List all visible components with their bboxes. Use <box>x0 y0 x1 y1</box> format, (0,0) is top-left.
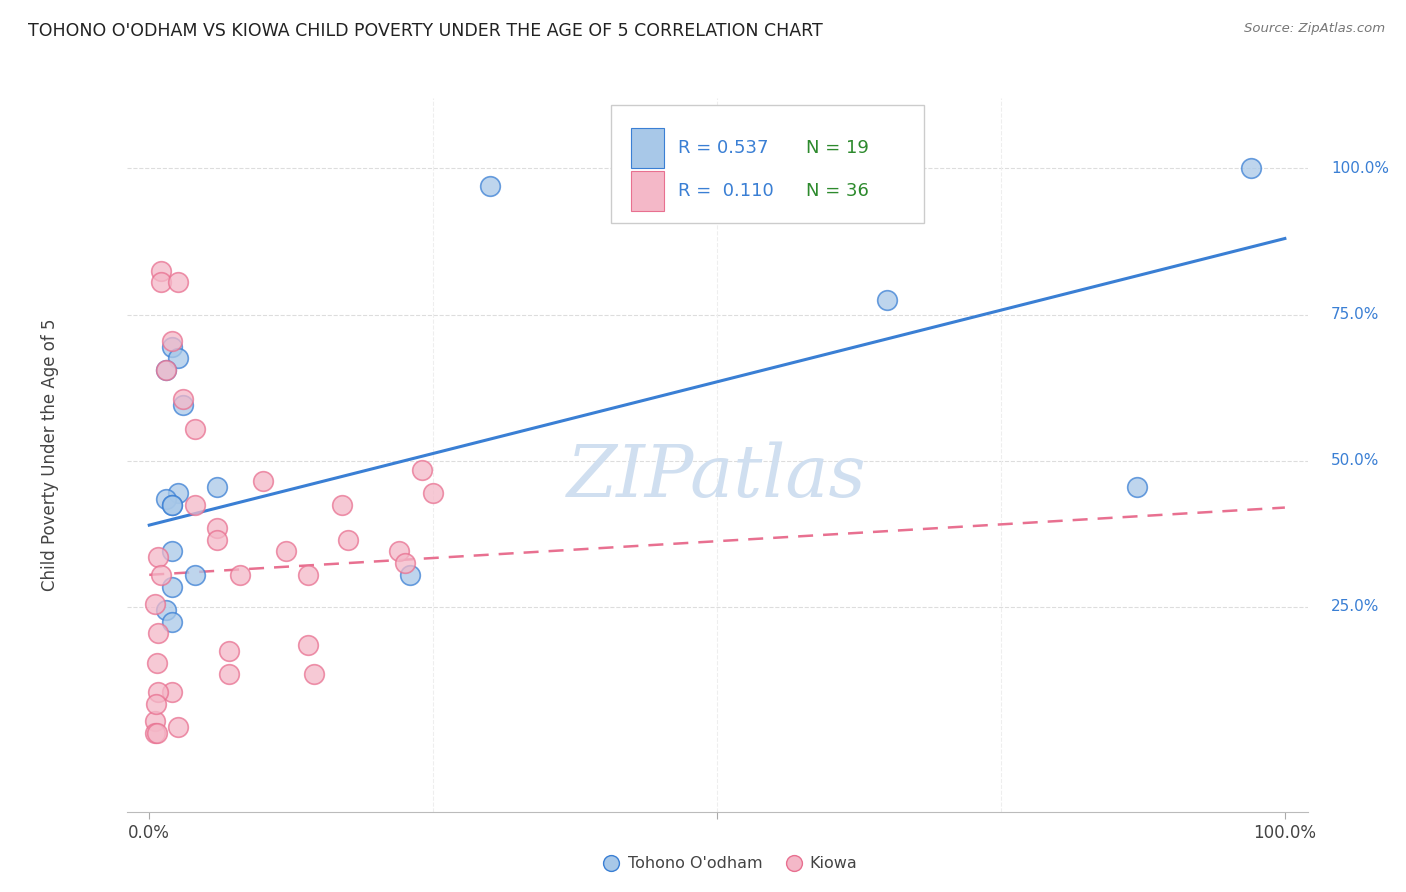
Point <box>160 580 183 594</box>
Text: Source: ZipAtlas.com: Source: ZipAtlas.com <box>1244 22 1385 36</box>
Point <box>229 567 252 582</box>
Point <box>1126 480 1149 494</box>
Text: Kiowa: Kiowa <box>810 855 856 871</box>
Text: 25.0%: 25.0% <box>1331 599 1379 615</box>
Text: 100.0%: 100.0% <box>1331 161 1389 176</box>
Point <box>160 334 183 348</box>
Point <box>172 392 194 407</box>
Point <box>155 603 177 617</box>
Point <box>149 263 172 277</box>
Text: N = 19: N = 19 <box>806 139 869 157</box>
Point <box>603 789 626 803</box>
Point <box>218 667 240 681</box>
Point <box>207 533 229 547</box>
Point <box>297 567 319 582</box>
Point <box>478 178 501 193</box>
Point <box>146 656 169 670</box>
Text: TOHONO O'ODHAM VS KIOWA CHILD POVERTY UNDER THE AGE OF 5 CORRELATION CHART: TOHONO O'ODHAM VS KIOWA CHILD POVERTY UN… <box>28 22 823 40</box>
Point <box>1240 161 1263 176</box>
Point <box>336 533 359 547</box>
Text: 50.0%: 50.0% <box>1331 453 1379 468</box>
Point <box>145 697 167 711</box>
Point <box>166 276 188 290</box>
Point <box>172 398 194 412</box>
Point <box>148 626 170 640</box>
Point <box>779 789 801 803</box>
Point <box>394 556 416 570</box>
Point <box>302 667 325 681</box>
Point <box>155 491 177 506</box>
Point <box>143 714 166 728</box>
Text: N = 36: N = 36 <box>806 182 869 200</box>
Point <box>155 363 177 377</box>
Point <box>388 544 411 558</box>
Point <box>218 644 240 658</box>
Point <box>411 462 433 476</box>
Point <box>876 293 898 307</box>
Point <box>207 521 229 535</box>
Point <box>183 498 205 512</box>
Text: R =  0.110: R = 0.110 <box>678 182 773 200</box>
Text: 75.0%: 75.0% <box>1331 307 1379 322</box>
Point <box>166 351 188 366</box>
FancyBboxPatch shape <box>631 171 664 211</box>
Point <box>207 480 229 494</box>
Point <box>160 340 183 354</box>
Point <box>149 276 172 290</box>
Point <box>143 597 166 611</box>
Point <box>422 486 444 500</box>
Point <box>148 685 170 699</box>
Point <box>330 498 353 512</box>
Point <box>183 421 205 435</box>
Point <box>183 567 205 582</box>
Text: ZIPatlas: ZIPatlas <box>567 441 868 512</box>
Point <box>297 638 319 652</box>
Point <box>148 550 170 565</box>
Point <box>252 475 274 489</box>
Point <box>160 615 183 629</box>
Text: Tohono O'odham: Tohono O'odham <box>628 855 763 871</box>
Point <box>160 685 183 699</box>
Point <box>146 725 169 739</box>
FancyBboxPatch shape <box>610 105 924 223</box>
Point <box>149 567 172 582</box>
Point <box>274 544 297 558</box>
Point <box>166 720 188 734</box>
FancyBboxPatch shape <box>631 128 664 168</box>
Point <box>160 498 183 512</box>
Text: Child Poverty Under the Age of 5: Child Poverty Under the Age of 5 <box>41 318 59 591</box>
Point <box>166 486 188 500</box>
Text: R = 0.537: R = 0.537 <box>678 139 769 157</box>
Point <box>143 725 166 739</box>
Point <box>155 363 177 377</box>
Point <box>399 567 422 582</box>
Point <box>160 498 183 512</box>
Point <box>160 544 183 558</box>
